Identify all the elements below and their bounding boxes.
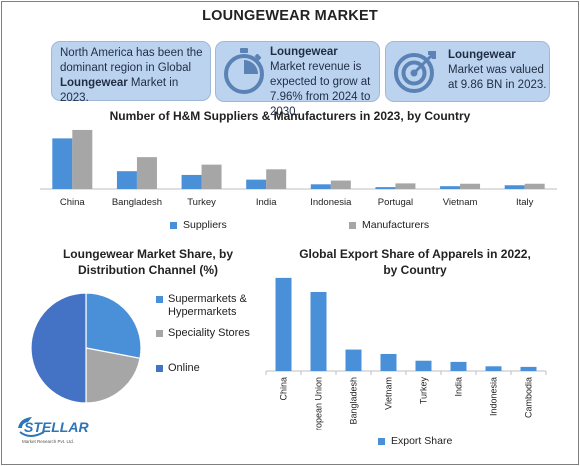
- x-tick-label: China: [279, 377, 289, 401]
- bar-export-bangladesh: [345, 349, 362, 371]
- x-tick-label: Vietnam: [384, 377, 394, 410]
- info-text-post: Market was valued at 9.86 BN in 2023.: [448, 64, 547, 91]
- distribution-pie-chart: [30, 292, 142, 404]
- bar-suppliers-bangladesh: [116, 171, 137, 189]
- info-box-value-text: Loungewear Market was valued at 9.86 BN …: [448, 48, 547, 93]
- bar-export-china: [275, 277, 292, 371]
- suppliers-chart-title: Number of H&M Suppliers & Manufacturers …: [109, 109, 471, 123]
- legend-swatch: [156, 330, 163, 337]
- x-tick-label: India: [454, 377, 464, 397]
- bar-suppliers-vietnam: [440, 186, 461, 189]
- bar-export-cambodia: [520, 366, 537, 371]
- suppliers-chart: China Bangladesh Turkey India Indonesia Portu…: [40, 129, 557, 208]
- bar-manufacturers-vietnam: [460, 183, 481, 189]
- x-tick-label: Bangladesh: [112, 197, 162, 208]
- bar-suppliers-portugal: [375, 187, 396, 189]
- legend-swatch: [378, 437, 385, 445]
- export-chart-title: Global Export Share of Apparels in 2022,…: [299, 247, 531, 277]
- pie-slice-1: [85, 347, 141, 404]
- pie-legend-online: Online: [156, 362, 276, 375]
- x-tick-label: Turkey: [419, 377, 429, 405]
- info-text-post: Market in 2023.: [60, 77, 179, 104]
- info-box-growth-text: Loungewear Market revenue is expected to…: [270, 45, 376, 120]
- x-tick-label: Turkey: [187, 197, 216, 208]
- x-tick-label: Bangladesh: [349, 377, 359, 425]
- info-text-post: Market revenue is expected to grow at 7.…: [270, 61, 371, 118]
- bar-export-turkey: [415, 360, 432, 371]
- bar-manufacturers-portugal: [395, 183, 416, 189]
- target-icon: [394, 51, 436, 93]
- info-box-region-text: North America has been the dominant regi…: [60, 46, 206, 106]
- info-text-bold: Loungewear: [60, 77, 128, 89]
- bar-export-european-union: [310, 291, 327, 371]
- bar-suppliers-china: [52, 138, 73, 189]
- bar-export-indonesia: [485, 366, 502, 371]
- pie-slice-0: [85, 292, 142, 360]
- company-logo: STELLAR Market Research Pvt. Ltd.: [18, 417, 89, 444]
- bar-export-india: [450, 361, 467, 371]
- x-tick-label: Portugal: [378, 197, 413, 208]
- bar-suppliers-indonesia: [310, 184, 331, 189]
- bar-manufacturers-bangladesh: [136, 157, 157, 189]
- info-text-bold: Loungewear: [448, 49, 516, 61]
- info-text-pre: North America has been the dominant regi…: [60, 47, 203, 74]
- bar-suppliers-india: [246, 179, 267, 189]
- legend-suppliers: Suppliers: [170, 219, 227, 231]
- legend-swatch: [156, 365, 163, 372]
- distribution-chart-title: Loungewear Market Share, by Distribution…: [62, 247, 234, 277]
- x-tick-label: European Union: [314, 377, 324, 430]
- bar-manufacturers-italy: [524, 183, 545, 189]
- bar-suppliers-turkey: [181, 174, 202, 189]
- legend-manufacturers: Manufacturers: [349, 219, 429, 231]
- bar-manufacturers-india: [266, 169, 287, 189]
- bar-export-vietnam: [380, 353, 397, 371]
- bar-suppliers-italy: [504, 185, 525, 189]
- x-tick-label: Indonesia: [489, 377, 499, 416]
- info-text-bold: Loungewear: [270, 46, 338, 58]
- legend-export-share: Export Share: [378, 435, 452, 447]
- x-tick-label: China: [60, 197, 86, 208]
- legend-swatch: [170, 221, 177, 229]
- legend-label: Manufacturers: [362, 219, 430, 231]
- pie-legend-speciality: Speciality Stores: [156, 327, 276, 340]
- x-tick-label: India: [256, 197, 277, 208]
- x-tick-label: Italy: [516, 197, 534, 208]
- legend-label: Supermarkets & Hypermarkets: [168, 293, 247, 318]
- stopwatch-icon: [224, 48, 264, 94]
- x-tick-label: Cambodia: [524, 377, 534, 418]
- page-title: LOUNGEWEAR MARKET: [202, 8, 378, 24]
- legend-swatch: [156, 296, 163, 303]
- info-box-region: North America has been the dominant regi…: [51, 41, 211, 104]
- logo-subtext: Market Research Pvt. Ltd.: [22, 439, 74, 444]
- export-chart: China European Union Bangladesh Vietnam Turk…: [265, 277, 547, 430]
- info-box-value: Loungewear Market was valued at 9.86 BN …: [385, 41, 550, 102]
- bar-manufacturers-indonesia: [330, 180, 351, 189]
- legend-label: Suppliers: [183, 219, 227, 231]
- bar-manufacturers-turkey: [201, 164, 222, 189]
- logo-text: STELLAR: [24, 419, 89, 435]
- x-tick-label: Indonesia: [310, 197, 352, 208]
- x-tick-label: Vietnam: [443, 197, 478, 208]
- bar-manufacturers-china: [72, 129, 93, 189]
- pie-slice-2: [30, 292, 87, 404]
- legend-label: Export Share: [391, 435, 453, 447]
- legend-swatch: [349, 221, 356, 229]
- legend-label: Online: [168, 362, 200, 374]
- pie-legend-supermarkets: Supermarkets & Hypermarkets: [156, 293, 276, 319]
- info-box-growth: Loungewear Market revenue is expected to…: [215, 41, 380, 118]
- legend-label: Speciality Stores: [168, 327, 250, 339]
